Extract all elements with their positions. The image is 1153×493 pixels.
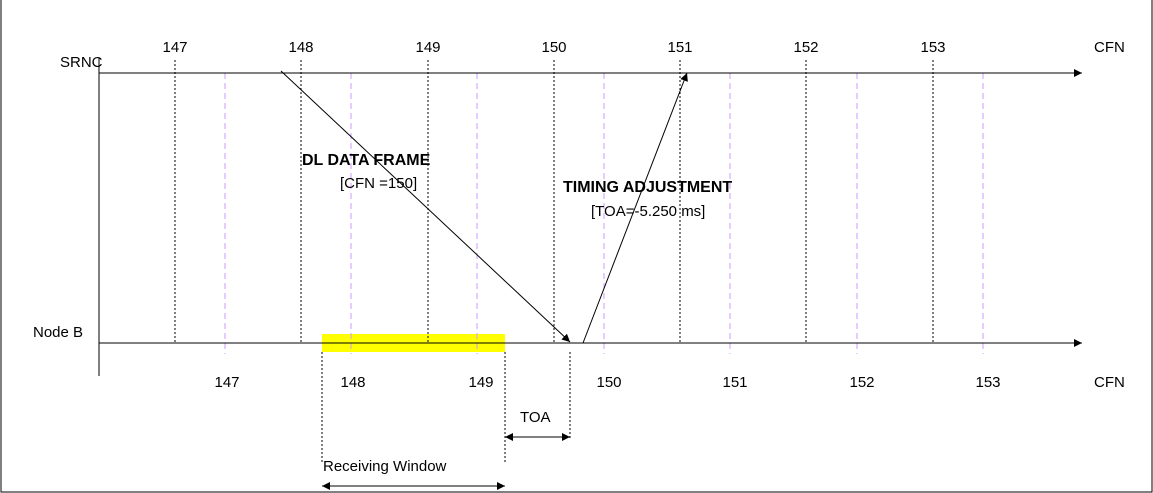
srnc-frame-number: 153 xyxy=(920,39,945,56)
srnc-cfn-label: CFN xyxy=(1094,39,1125,56)
dl-data-frame-title: DL DATA FRAME xyxy=(302,152,431,169)
timing-adjustment-detail: [TOA=-5.250 ms] xyxy=(591,203,705,220)
srnc-frame-numbers: 147 148 149 150 151 152 153 xyxy=(162,39,945,56)
toa-label: TOA xyxy=(520,409,551,426)
srnc-label: SRNC xyxy=(60,54,103,71)
srnc-frame-number: 149 xyxy=(415,39,440,56)
dl-data-frame-detail: [CFN =150] xyxy=(340,175,417,192)
interval-guides xyxy=(321,352,571,462)
dl-data-frame-arrow xyxy=(280,70,571,343)
srnc-frame-boundaries xyxy=(174,60,934,343)
srnc-frame-number: 150 xyxy=(541,39,566,56)
nodeb-frame-numbers: 147 148 149 150 151 152 153 xyxy=(214,374,1000,391)
nodeb-frame-number: 151 xyxy=(722,374,747,391)
srnc-frame-number: 147 xyxy=(162,39,187,56)
srnc-frame-number: 152 xyxy=(793,39,818,56)
nodeb-frame-boundaries xyxy=(224,73,984,354)
nodeb-label: Node B xyxy=(33,324,83,341)
nodeb-frame-number: 147 xyxy=(214,374,239,391)
nodeb-frame-number: 148 xyxy=(340,374,365,391)
srnc-frame-number: 151 xyxy=(667,39,692,56)
nodeb-frame-number: 149 xyxy=(468,374,493,391)
srnc-frame-number: 148 xyxy=(288,39,313,56)
nodeb-cfn-label: CFN xyxy=(1094,374,1125,391)
receiving-window-label: Receiving Window xyxy=(323,458,447,475)
nodeb-frame-number: 150 xyxy=(596,374,621,391)
nodeb-frame-number: 152 xyxy=(849,374,874,391)
nodeb-frame-number: 153 xyxy=(975,374,1000,391)
timing-adjustment-arrow xyxy=(582,72,688,344)
timing-adjustment-title: TIMING ADJUSTMENT xyxy=(563,179,732,196)
